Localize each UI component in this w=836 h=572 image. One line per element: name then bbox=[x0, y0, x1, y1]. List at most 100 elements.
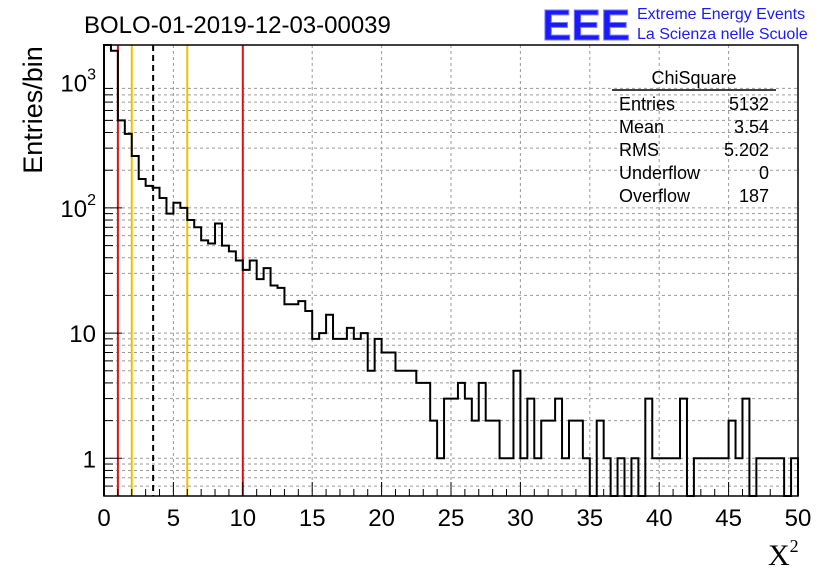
histogram-bin bbox=[416, 383, 423, 496]
x-axis-label: X2 bbox=[768, 536, 799, 572]
histogram-bin bbox=[777, 458, 784, 496]
x-tick-label: 5 bbox=[167, 505, 180, 532]
histogram-bin bbox=[291, 304, 298, 496]
stats-box-rows: Entries 5132 Mean 3.54 RMS 5.202 Underflow 0 Ove… bbox=[619, 94, 769, 206]
x-tick-label: 15 bbox=[299, 505, 326, 532]
histogram-bin bbox=[201, 240, 208, 496]
histogram-bin bbox=[597, 421, 604, 496]
histogram-bin bbox=[437, 458, 444, 496]
histogram-bin bbox=[118, 120, 125, 496]
histogram-bin bbox=[645, 399, 652, 496]
histogram-bin bbox=[402, 371, 409, 496]
histogram-bin bbox=[208, 243, 215, 496]
stats-row-value: 187 bbox=[739, 186, 769, 206]
stats-box: ChiSquare Entries 5132 Mean 3.54 RMS 5.202 Und… bbox=[612, 68, 776, 206]
histogram-bin bbox=[763, 458, 770, 496]
x-axis-label-superscript: 2 bbox=[790, 536, 799, 556]
histogram-bin bbox=[278, 288, 285, 496]
histogram-bin bbox=[326, 315, 333, 496]
y-tick-exponent: 3 bbox=[87, 67, 96, 84]
y-axis-label: Entries/bin bbox=[18, 46, 48, 174]
x-tick-label: 50 bbox=[785, 505, 812, 532]
histogram-bin bbox=[354, 339, 361, 496]
histogram-bin bbox=[756, 458, 763, 496]
histogram-bin bbox=[257, 279, 264, 496]
histogram-bin bbox=[715, 458, 722, 496]
stats-row-value: 0 bbox=[759, 163, 769, 183]
stats-row-value: 5132 bbox=[729, 94, 769, 114]
x-tick-label: 35 bbox=[576, 505, 603, 532]
histogram-bin bbox=[694, 458, 701, 496]
histogram-bin bbox=[479, 383, 486, 496]
histogram-bin bbox=[284, 304, 291, 496]
histogram-bin bbox=[347, 328, 354, 496]
histogram-bin bbox=[333, 339, 340, 496]
histogram-bin bbox=[458, 383, 465, 496]
histogram-bin bbox=[659, 458, 666, 496]
x-tick-label: 20 bbox=[368, 505, 395, 532]
histogram-bin bbox=[513, 371, 520, 496]
histogram-bin bbox=[583, 458, 590, 496]
eee-logo: EEE Extreme Energy Events La Scienza nel… bbox=[542, 1, 808, 51]
stats-row-label: Mean bbox=[619, 117, 664, 137]
histogram-bin bbox=[527, 399, 534, 496]
histogram-bin bbox=[319, 333, 326, 496]
histogram-bin bbox=[791, 458, 798, 496]
histogram-bin bbox=[298, 301, 305, 496]
x-tick-label: 0 bbox=[97, 505, 110, 532]
histogram-bin bbox=[236, 261, 243, 496]
histogram-bin bbox=[722, 458, 729, 496]
histogram-bin bbox=[576, 421, 583, 496]
histogram-bin bbox=[486, 421, 493, 496]
histogram-bin bbox=[187, 220, 194, 496]
histogram-bin bbox=[368, 371, 375, 496]
x-tick-label: 30 bbox=[507, 505, 534, 532]
histogram-bin bbox=[173, 203, 180, 496]
histogram-bin bbox=[361, 333, 368, 496]
y-tick-exponent: 2 bbox=[87, 192, 96, 209]
histogram-bin bbox=[222, 246, 229, 496]
eee-logo-line2: La Scienza nelle Scuole bbox=[637, 26, 808, 43]
x-tick-label: 45 bbox=[715, 505, 742, 532]
stats-row-label: Overflow bbox=[619, 186, 691, 206]
histogram-bin bbox=[215, 224, 222, 496]
histogram-bin bbox=[409, 371, 416, 496]
histogram-bin bbox=[534, 458, 541, 496]
histogram-bin bbox=[340, 339, 347, 496]
y-tick-label: 10 bbox=[69, 321, 96, 348]
stats-box-title: ChiSquare bbox=[651, 68, 736, 88]
histogram-bin bbox=[562, 458, 569, 496]
histogram-bin bbox=[701, 458, 708, 496]
histogram-bin bbox=[243, 270, 250, 496]
histogram-bin bbox=[382, 352, 389, 496]
histogram-bin bbox=[472, 421, 479, 496]
histogram-bin bbox=[264, 268, 271, 496]
histogram-bin bbox=[153, 188, 160, 496]
histogram-bin bbox=[451, 399, 458, 496]
histogram-bin bbox=[500, 458, 507, 496]
y-tick-base: 10 bbox=[60, 196, 87, 223]
histogram-bin bbox=[493, 421, 500, 496]
histogram-bin bbox=[160, 198, 167, 496]
stats-row-label: RMS bbox=[619, 140, 659, 160]
histogram-bin bbox=[305, 311, 312, 496]
eee-logo-mark: EEE bbox=[542, 1, 630, 50]
histogram-bin bbox=[389, 352, 396, 496]
histogram-bin bbox=[666, 458, 673, 496]
histogram-bin bbox=[569, 421, 576, 496]
histogram-bin bbox=[507, 458, 514, 496]
y-tick-label: 1 bbox=[83, 446, 96, 473]
histogram-bin bbox=[444, 399, 451, 496]
histogram-bin bbox=[139, 179, 146, 496]
histogram-bin bbox=[180, 208, 187, 496]
histogram-bin bbox=[250, 261, 257, 496]
histogram-bin bbox=[541, 421, 548, 496]
histogram-bin bbox=[312, 339, 319, 496]
histogram-bin bbox=[375, 339, 382, 496]
histogram-bin bbox=[604, 458, 611, 496]
histogram-bin bbox=[555, 399, 562, 496]
chart-title: BOLO-01-2019-12-03-00039 bbox=[84, 12, 391, 39]
histogram-bin bbox=[132, 156, 139, 496]
histogram-bin bbox=[465, 399, 472, 496]
